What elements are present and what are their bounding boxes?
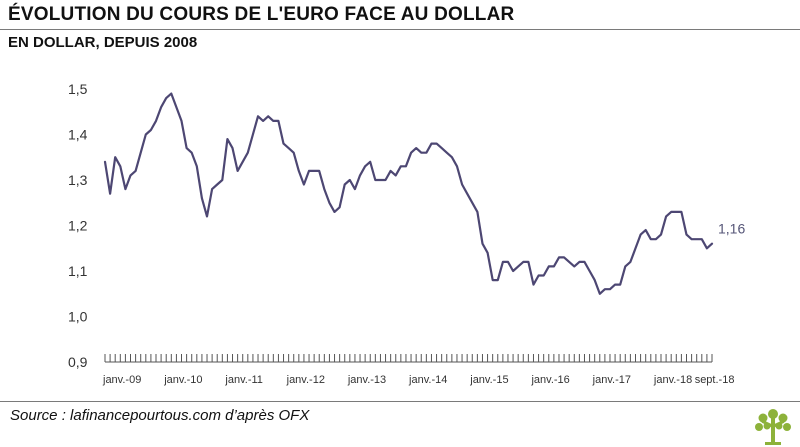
- y-tick-label: 1,2: [68, 218, 88, 234]
- x-tick-label: janv.-09: [102, 374, 141, 386]
- x-tick-label: janv.-11: [224, 374, 263, 386]
- y-tick-label: 1,1: [68, 263, 88, 279]
- y-tick-label: 1,5: [68, 81, 88, 97]
- x-tick-label: janv.-16: [530, 374, 569, 386]
- end-value-label: 1,16: [718, 221, 745, 237]
- x-tick-label: janv.-15: [469, 374, 508, 386]
- x-tick-label: janv.-10: [163, 374, 202, 386]
- chart-subtitle: EN DOLLAR, DEPUIS 2008: [8, 34, 198, 51]
- y-tick-label: 1,0: [68, 309, 88, 325]
- x-tick-label: janv.-17: [592, 374, 631, 386]
- x-tick-label: janv.-12: [286, 374, 325, 386]
- series-group: [103, 92, 714, 295]
- end-label-group: 1,16: [718, 221, 745, 237]
- source-note: Source : lafinancepourtous.com d’après O…: [10, 407, 310, 424]
- x-tick-label: sept.-18: [695, 374, 735, 386]
- bottom-divider: [0, 401, 800, 402]
- y-tick-label: 0,9: [68, 354, 88, 370]
- x-tick-label: janv.-13: [347, 374, 386, 386]
- y-tick-label: 1,4: [68, 127, 88, 143]
- x-tick-label: janv.-18: [653, 374, 692, 386]
- x-axis: janv.-09 janv.-10 janv.-11 janv.-12 janv.-13…: [102, 354, 734, 386]
- series-line: [103, 92, 714, 295]
- y-axis: 0,9 1,0 1,1 1,2 1,3 1,4 1,5: [68, 81, 88, 370]
- tree-logo-icon: [755, 409, 791, 445]
- x-tick-label: janv.-14: [408, 374, 447, 386]
- top-divider: [0, 29, 800, 30]
- chart-title: ÉVOLUTION DU COURS DE L'EURO FACE AU DOL…: [8, 4, 515, 25]
- y-tick-label: 1,3: [68, 172, 88, 188]
- line-chart: 0,91,01,11,21,31,41,5 janv.-09 janv.-10 ja…: [68, 81, 745, 386]
